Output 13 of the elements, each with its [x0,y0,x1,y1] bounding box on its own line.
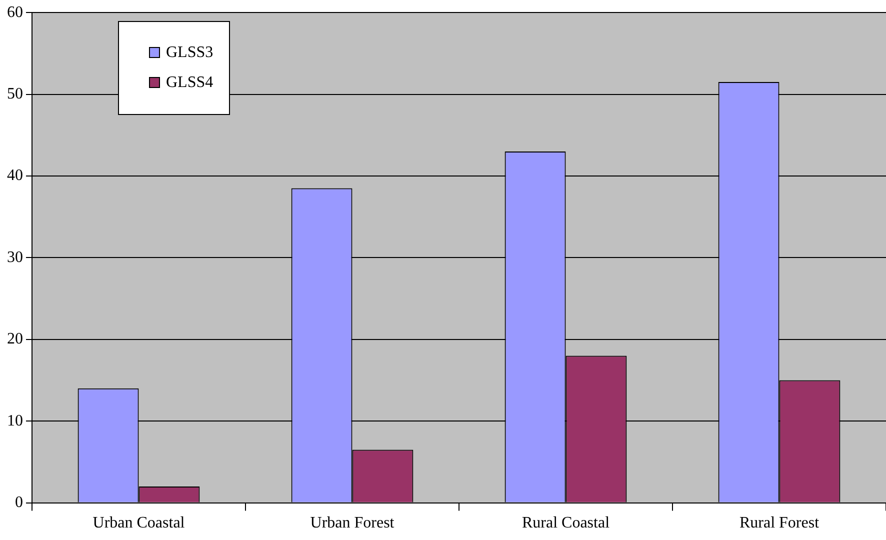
x-tick-label: Urban Forest [310,514,395,532]
y-tick-label: 20 [7,330,23,348]
x-tick-label: Rural Forest [739,514,820,532]
x-tick-label: Urban Coastal [92,514,186,532]
legend-label: GLSS4 [166,74,214,92]
legend-label: GLSS3 [166,44,214,62]
y-tick-label: 60 [7,4,23,21]
y-tick-label: 30 [7,248,23,266]
y-tick-label: 10 [7,412,23,430]
x-tick-label: Rural Coastal [522,514,610,532]
y-tick-label: 0 [15,494,23,512]
y-tick-label: 50 [7,86,23,103]
y-tick-label: 40 [7,167,23,184]
